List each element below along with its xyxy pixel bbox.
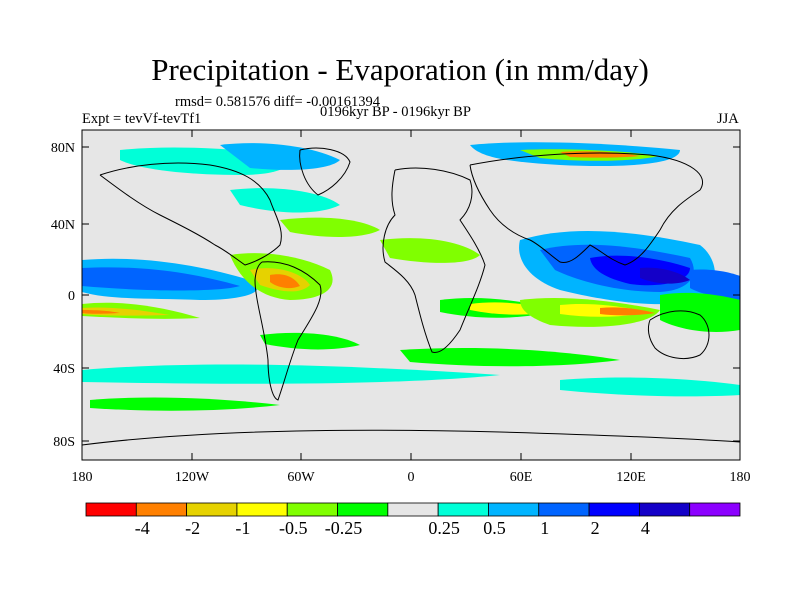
colorbar-label: -1 <box>235 518 250 538</box>
colorbar-swatch <box>638 502 691 517</box>
colorbar-swatch <box>538 502 590 517</box>
colorbar-swatch <box>437 502 489 517</box>
colorbar-swatch <box>135 502 188 517</box>
colorbar-label: 0.5 <box>483 518 506 538</box>
colorbar-label: -0.5 <box>279 518 308 538</box>
latitude-axis: 80N 40N 0 40S 80S <box>51 141 740 450</box>
field-shading <box>82 142 740 411</box>
colorbar-swatch <box>236 502 288 517</box>
colorbar-swatch <box>588 502 640 517</box>
colorbar-label: 4 <box>641 518 650 538</box>
colorbar-swatch <box>186 502 238 517</box>
colorbar-label: -0.25 <box>325 518 363 538</box>
lon-tick-label: 0 <box>408 470 415 485</box>
colorbar-swatch <box>286 502 338 517</box>
colorbar: -4 -2 -1 -0.5 -0.25 0.25 0.5 1 2 4 <box>85 502 741 538</box>
lon-tick-label: 180 <box>730 470 751 485</box>
lon-tick-label: 60W <box>287 470 315 485</box>
experiment-label: Expt = tevVf-tevTf1 <box>82 111 202 127</box>
coastlines <box>81 147 741 446</box>
colorbar-swatch <box>85 502 137 517</box>
colorbar-label: -2 <box>185 518 200 538</box>
longitude-axis: 180 120W 60W 0 60E 120E 180 <box>72 130 751 485</box>
lat-tick-label: 80N <box>51 141 75 156</box>
lat-tick-label: 80S <box>53 435 75 450</box>
colorbar-label: 1 <box>540 518 549 538</box>
lon-tick-label: 180 <box>72 470 93 485</box>
lon-tick-label: 120E <box>616 470 646 485</box>
rmsd-diff-stats: rmsd= 0.581576 diff= -0.00161394 <box>175 94 380 110</box>
lat-tick-label: 0 <box>68 289 75 304</box>
lon-tick-label: 120W <box>175 470 210 485</box>
colorbar-swatch <box>387 502 439 517</box>
colorbar-swatch <box>337 502 389 517</box>
period-label: 0196kyr BP - 0196kyr BP <box>320 104 471 120</box>
colorbar-label: 2 <box>591 518 600 538</box>
colorbar-swatch <box>689 502 741 517</box>
lon-tick-label: 60E <box>510 470 533 485</box>
colorbar-swatch <box>488 502 540 517</box>
lat-tick-label: 40N <box>51 218 75 233</box>
chart-title: Precipitation - Evaporation (in mm/day) <box>151 52 649 87</box>
season-label: JJA <box>717 111 739 127</box>
colorbar-label: 0.25 <box>428 518 460 538</box>
lat-tick-label: 40S <box>53 362 75 377</box>
colorbar-label: -4 <box>135 518 150 538</box>
